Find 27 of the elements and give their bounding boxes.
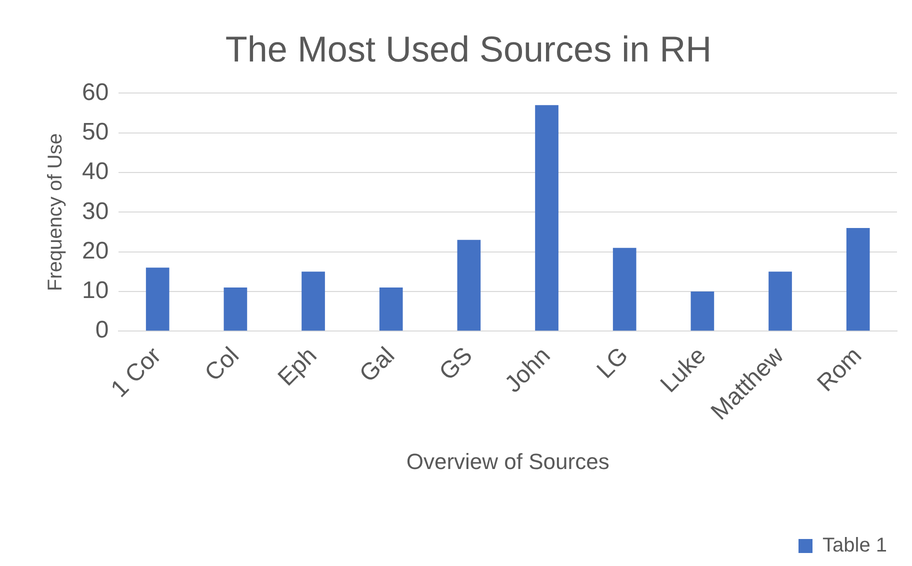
chart-title: The Most Used Sources in RH	[225, 28, 712, 70]
bar	[457, 240, 481, 331]
bar	[535, 105, 558, 331]
y-tick-label: 20	[82, 237, 109, 264]
x-tick-label: Gal	[354, 342, 400, 388]
x-tick-label: LG	[592, 342, 634, 384]
y-tick-label: 10	[82, 277, 109, 304]
x-axis-title: Overview of Sources	[406, 448, 610, 474]
y-tick-label: 50	[82, 118, 109, 146]
y-axis-title: Frequency of Use	[44, 133, 67, 292]
x-tick-label: Col	[200, 342, 244, 387]
x-tick-label: GS	[434, 342, 478, 386]
bar	[690, 291, 714, 331]
bar	[146, 268, 170, 331]
y-tick-label: 40	[82, 158, 109, 186]
x-tick-label: Eph	[272, 342, 322, 392]
bar	[379, 287, 403, 331]
y-tick-label: 0	[95, 316, 109, 344]
y-tick-label: 60	[82, 78, 109, 106]
bar	[612, 248, 636, 331]
x-tick-label: 1 Cor	[106, 342, 167, 403]
bar	[224, 287, 248, 331]
bar	[768, 272, 792, 331]
bar	[846, 228, 870, 331]
legend-label: Table 1	[822, 534, 888, 557]
bar	[302, 272, 325, 331]
y-tick-label: 30	[82, 198, 109, 225]
